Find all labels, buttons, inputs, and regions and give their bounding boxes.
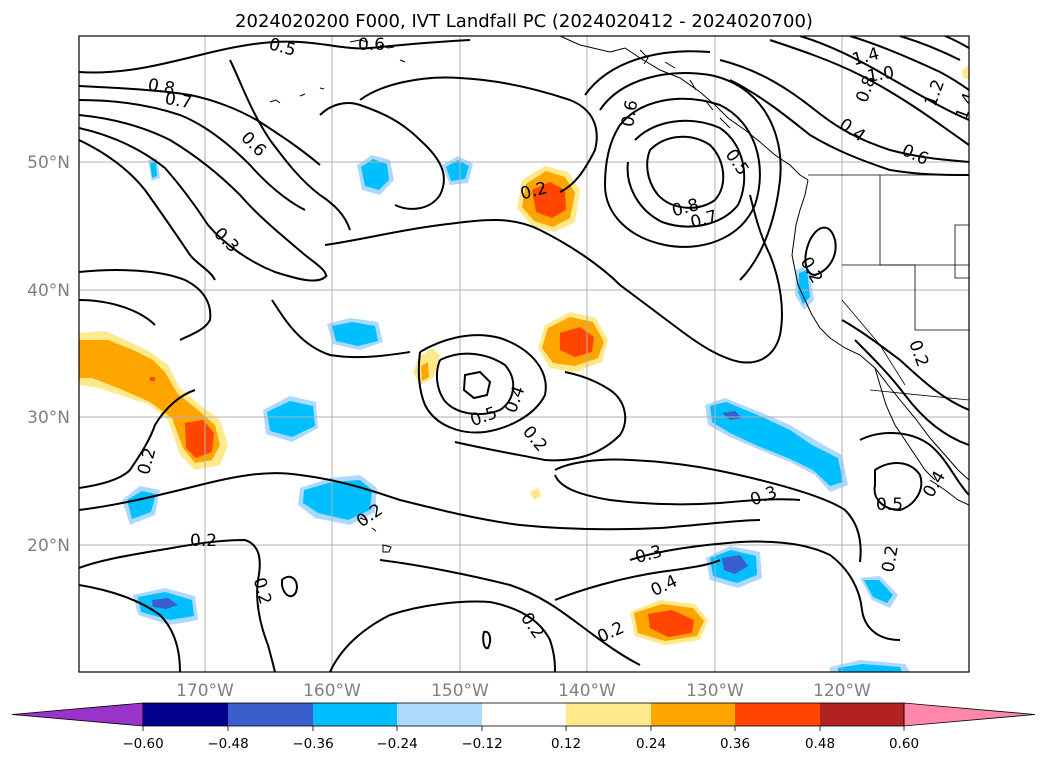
mexico-coast [929,479,969,506]
positive-region-central-peak [560,327,594,357]
colorbar: −0.60 −0.48 −0.36 −0.24 −0.12 0.12 0.24 … [11,702,1036,752]
positive-region-south-peak [648,610,694,637]
map-frame [78,35,970,673]
lat-label-50n: 50°N [27,153,70,173]
aleutians [269,39,406,104]
colorbar-label-6: 0.12 [551,736,581,752]
negative-region-north-a-core [361,159,389,190]
contour-label-0.8-a: 0.8 [146,75,176,99]
contour-label-0.2-k: 0.2 [878,544,902,574]
colorbar-segment-4 [397,703,482,726]
colorbar-segment-8 [735,703,820,726]
colorbar-label-8: 0.36 [720,736,750,752]
negative-region-california-core [798,270,810,304]
negative-region-east-band-core [710,402,843,486]
negative-region-bottom-right-core [838,664,902,672]
negative-region-west-c-core [303,480,372,520]
colorbar-label-10: 0.60 [889,736,919,752]
lat-label-30n: 30°N [27,408,70,428]
hawaii-islands [359,517,392,553]
colorbar-extend-low [11,702,144,727]
negative-region-west-b-core [267,401,315,437]
contour-label-0.2-f: 0.2 [190,531,217,551]
alaska-coastline [559,36,809,181]
lon-label-120w: 120°W [813,681,871,701]
lon-label-160w: 160°W [303,681,361,701]
colorbar-segment-7 [651,703,735,726]
negative-region-nw-sliver-core [150,162,157,178]
colorbar-label-5: −0.12 [461,736,502,752]
colorbar-label-4: −0.24 [376,736,417,752]
lon-label-140w: 140°W [558,681,616,701]
negative-region-southwest-peak [152,598,178,609]
negative-region-mid-core [332,322,378,346]
positive-region-small-core [421,362,429,381]
latitude-labels: 50°N 40°N 30°N 20°N [27,153,70,556]
colorbar-ticks [142,726,905,731]
graticule [79,36,969,672]
bc-coastline [791,179,809,256]
negative-region-east-band-peak [722,411,742,420]
colorbar-segment-9 [820,703,904,726]
contour-label-0.5-d: 0.5 [876,495,903,515]
lat-label-20n: 20°N [27,536,70,556]
contour-label-1.0: 1.0 [866,63,896,87]
negative-region-north-b-core [446,160,469,181]
lon-label-130w: 130°W [686,681,744,701]
positive-region-tiny [530,488,541,500]
us-states-2 [842,264,969,331]
map-plot-area: 0.5 0.6 0.8 0.7 0.6 0.3 0.2 0.6 0.5 0.8 … [79,35,969,672]
colorbar-label-1: −0.60 [122,736,163,752]
contour-label-0.6-c: 0.6 [618,98,642,128]
colorbar-segment-5 [482,703,566,726]
positive-region-north-peak [532,182,566,218]
positive-region-west-dot [150,377,155,381]
longitude-labels: 170°W 160°W 150°W 140°W 130°W 120°W [176,681,871,701]
contour-label-0.6-a: 0.6 [358,35,385,55]
lon-label-150w: 150°W [431,681,489,701]
positive-region-west-core [79,340,220,463]
shaded-regions [79,66,969,672]
colorbar-segment-1 [143,703,228,726]
colorbar-outline [142,702,905,727]
colorbar-extend-high [903,702,1036,727]
baja-coastline [874,367,936,481]
negative-region-southeast-peak [722,555,748,574]
contour-label-0.7-a: 0.7 [163,89,193,113]
colorbar-label-2: −0.48 [207,736,248,752]
map-background [79,36,969,672]
us-mexico-border [869,389,969,401]
colorbar-segment-6 [566,703,651,726]
us-west-coastline [791,254,969,481]
colorbar-segment-2 [228,703,313,726]
colorbar-label-9: 0.48 [805,736,835,752]
map-title: 2024020200 F000, IVT Landfall PC (202402… [235,11,813,32]
contour-lines [79,36,969,672]
gulf-islands [639,49,731,129]
colorbar-label-3: −0.36 [292,736,333,752]
lat-label-40n: 40°N [27,281,70,301]
positive-region-west-peak [185,420,214,458]
colorbar-label-7: 0.24 [636,736,666,752]
positive-region-corner [962,66,969,80]
lon-label-170w: 170°W [176,681,234,701]
negative-region-baja-core [864,580,893,603]
colorbar-segment-3 [313,703,397,726]
state-box [954,224,969,279]
